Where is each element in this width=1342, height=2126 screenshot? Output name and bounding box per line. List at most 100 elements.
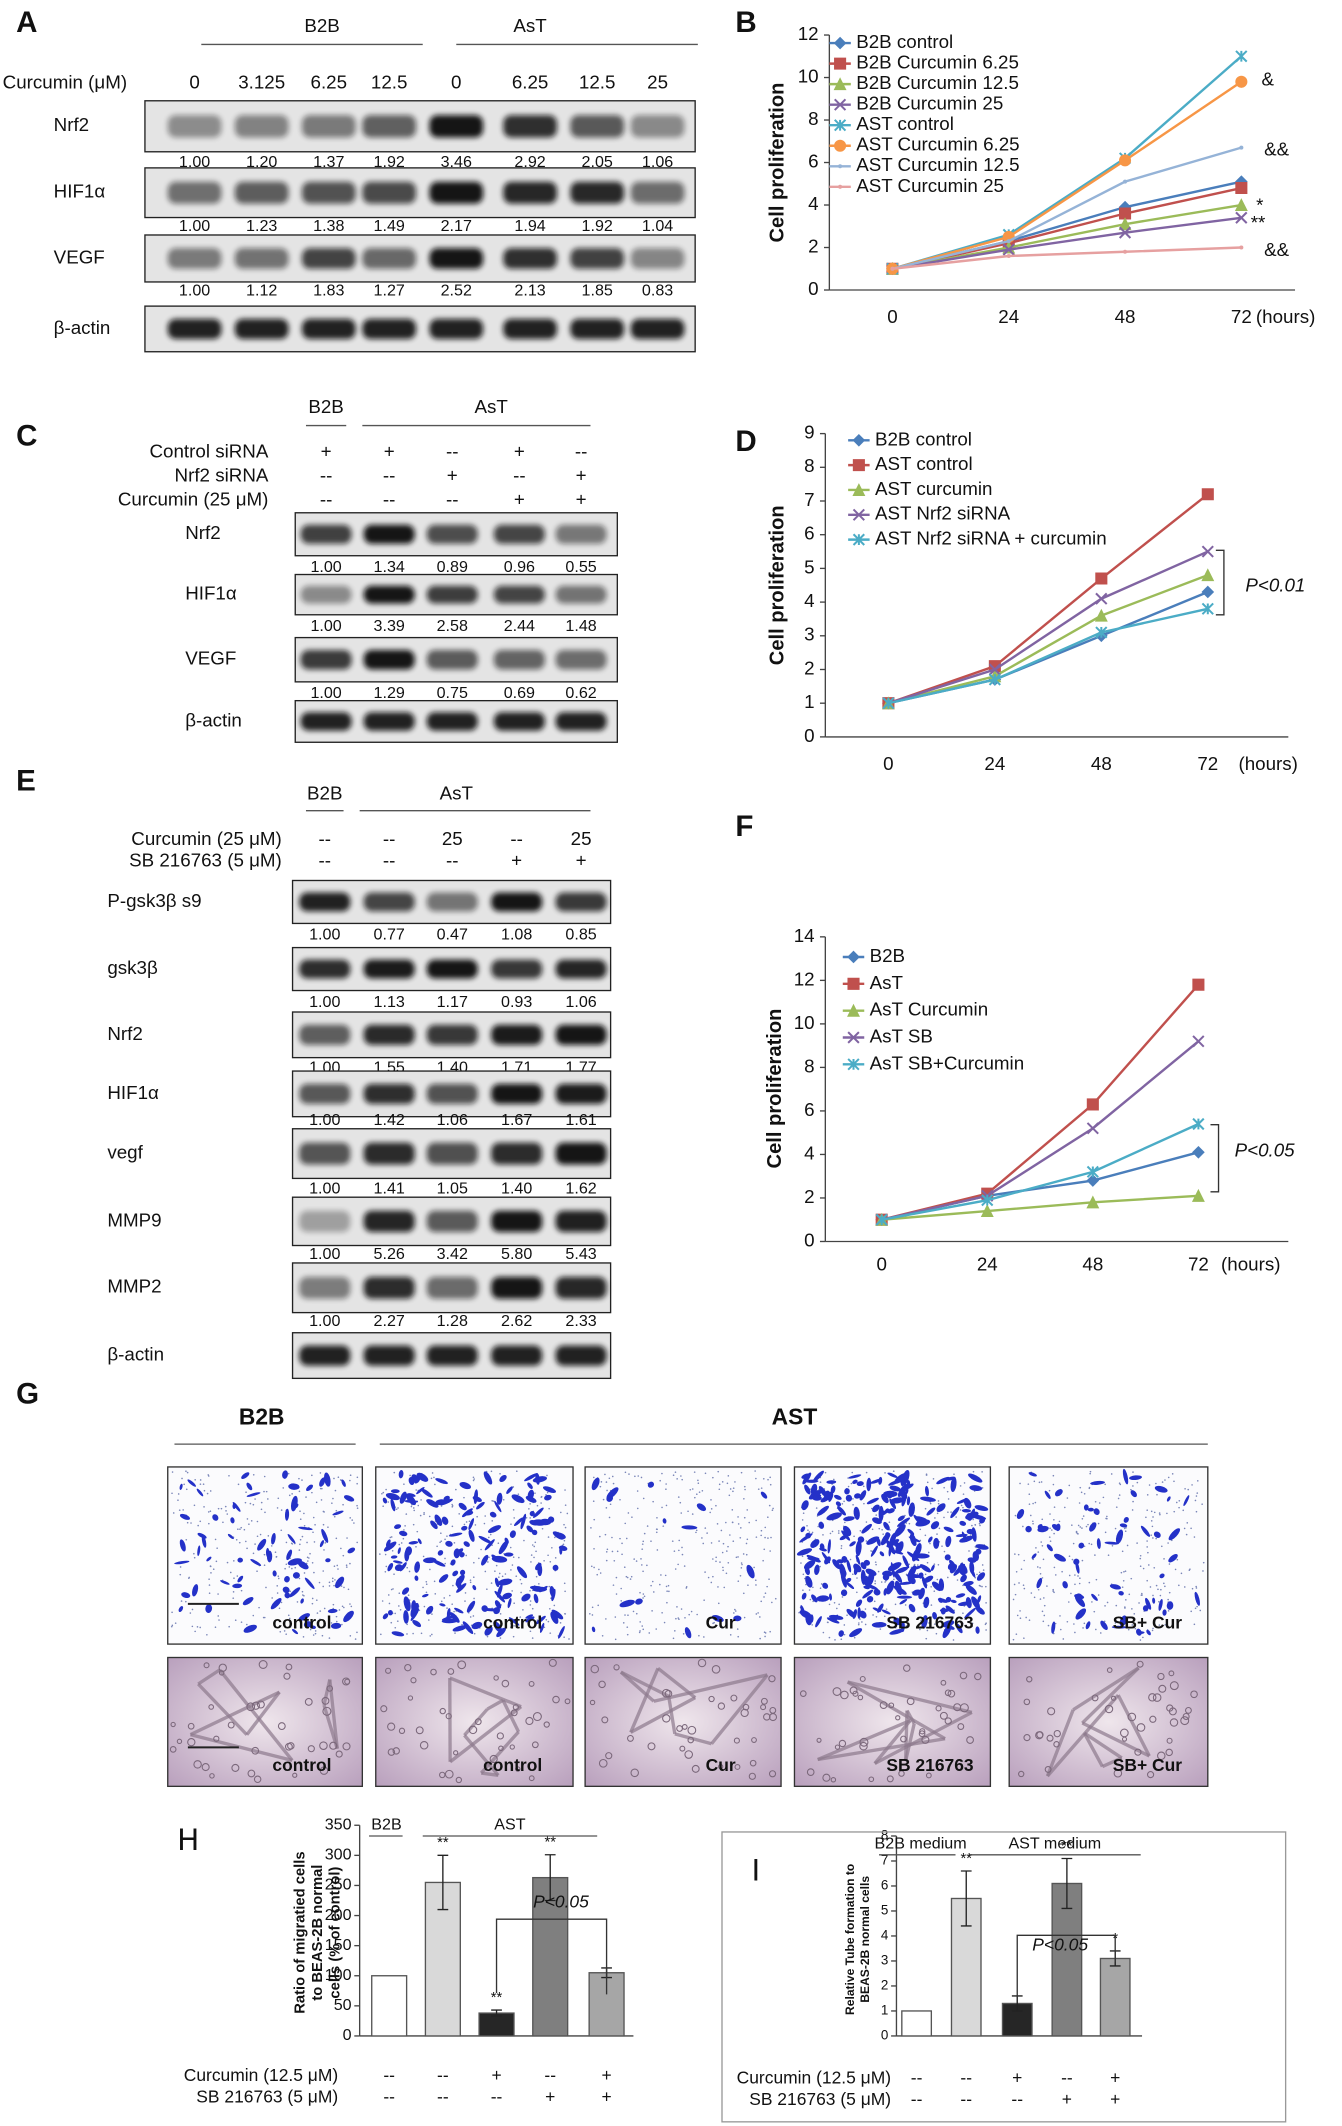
cell bbox=[179, 1539, 186, 1552]
debris bbox=[548, 1585, 551, 1588]
tube bbox=[653, 1673, 768, 1703]
cell bbox=[552, 1531, 564, 1540]
debris bbox=[171, 1471, 174, 1473]
debris bbox=[764, 1526, 767, 1529]
debris bbox=[1068, 1574, 1071, 1577]
debris bbox=[193, 1504, 196, 1507]
debris bbox=[612, 1482, 615, 1485]
debris bbox=[530, 1561, 532, 1563]
debris bbox=[546, 1474, 548, 1477]
debris bbox=[731, 1509, 734, 1511]
cell bbox=[456, 1583, 467, 1593]
debris bbox=[563, 1582, 566, 1585]
debris bbox=[331, 1502, 333, 1504]
debris bbox=[1014, 1593, 1017, 1596]
cell bbox=[468, 1725, 478, 1735]
y-tick-label: 0 bbox=[804, 1229, 814, 1250]
debris bbox=[276, 1585, 279, 1587]
debris bbox=[530, 1554, 533, 1556]
debris bbox=[677, 1563, 679, 1566]
debris bbox=[874, 1580, 877, 1582]
debris bbox=[680, 1608, 683, 1610]
debris bbox=[677, 1617, 680, 1619]
marker bbox=[847, 1058, 860, 1071]
debris bbox=[554, 1557, 557, 1559]
panel-label: C bbox=[16, 419, 37, 452]
cell bbox=[458, 1502, 467, 1511]
debris bbox=[385, 1565, 388, 1568]
debris bbox=[737, 1516, 739, 1518]
debris bbox=[687, 1510, 689, 1513]
debris bbox=[412, 1507, 415, 1509]
cell bbox=[426, 1605, 434, 1615]
tube bbox=[1116, 1694, 1151, 1757]
cell bbox=[287, 1558, 302, 1566]
debris bbox=[1093, 1610, 1096, 1613]
cell bbox=[493, 1621, 502, 1633]
debris bbox=[288, 1617, 291, 1620]
debris bbox=[672, 1637, 675, 1640]
debris bbox=[534, 1541, 537, 1544]
debris bbox=[864, 1623, 867, 1626]
debris bbox=[171, 1611, 173, 1614]
debris bbox=[1027, 1483, 1030, 1485]
debris bbox=[1121, 1550, 1124, 1553]
debris bbox=[212, 1568, 215, 1571]
cell bbox=[453, 1548, 460, 1559]
cell bbox=[679, 1745, 686, 1752]
cell bbox=[206, 1556, 212, 1562]
debris bbox=[1068, 1555, 1071, 1557]
lane-label: -- bbox=[319, 828, 332, 849]
debris bbox=[410, 1505, 413, 1508]
debris bbox=[243, 1528, 246, 1531]
cell bbox=[887, 1491, 894, 1499]
debris bbox=[328, 1581, 331, 1584]
band bbox=[555, 649, 607, 670]
debris bbox=[1180, 1572, 1183, 1575]
debris bbox=[179, 1566, 182, 1568]
debris bbox=[1053, 1532, 1055, 1535]
band bbox=[363, 1083, 415, 1104]
y-tick-label: 5 bbox=[881, 1903, 888, 1918]
debris bbox=[351, 1519, 354, 1521]
cell bbox=[804, 1566, 810, 1576]
cell bbox=[1085, 1621, 1091, 1630]
y-tick-label: 6 bbox=[804, 523, 814, 544]
debris bbox=[879, 1628, 882, 1630]
band bbox=[555, 1024, 607, 1045]
series-line bbox=[881, 1122, 1199, 1221]
debris bbox=[313, 1571, 315, 1574]
cell bbox=[543, 1721, 550, 1728]
debris bbox=[407, 1594, 410, 1596]
debris bbox=[1123, 1527, 1126, 1530]
debris bbox=[602, 1498, 605, 1501]
cell bbox=[319, 1540, 325, 1548]
debris bbox=[710, 1542, 713, 1544]
band bbox=[503, 181, 557, 204]
cell bbox=[589, 1699, 596, 1706]
lane-label: + bbox=[514, 440, 525, 461]
marker bbox=[1086, 1098, 1099, 1111]
debris bbox=[709, 1511, 711, 1514]
band bbox=[630, 181, 685, 204]
debris bbox=[423, 1605, 426, 1608]
debris bbox=[930, 1604, 933, 1606]
debris bbox=[1095, 1628, 1097, 1631]
debris bbox=[380, 1633, 382, 1636]
cell bbox=[939, 1711, 948, 1720]
debris bbox=[1082, 1627, 1084, 1629]
debris bbox=[1046, 1585, 1048, 1587]
debris bbox=[755, 1477, 757, 1480]
cell bbox=[931, 1581, 942, 1592]
debris bbox=[559, 1622, 562, 1624]
debris bbox=[1195, 1585, 1197, 1588]
cell bbox=[531, 1741, 539, 1749]
debris bbox=[320, 1499, 323, 1501]
debris bbox=[593, 1547, 595, 1550]
debris bbox=[635, 1560, 638, 1562]
cell bbox=[227, 1533, 234, 1540]
micrograph-label: SB+ Cur bbox=[1113, 1755, 1182, 1775]
quantification: 1.00 bbox=[309, 1179, 340, 1197]
cell bbox=[304, 1577, 315, 1589]
tube bbox=[629, 1667, 660, 1734]
